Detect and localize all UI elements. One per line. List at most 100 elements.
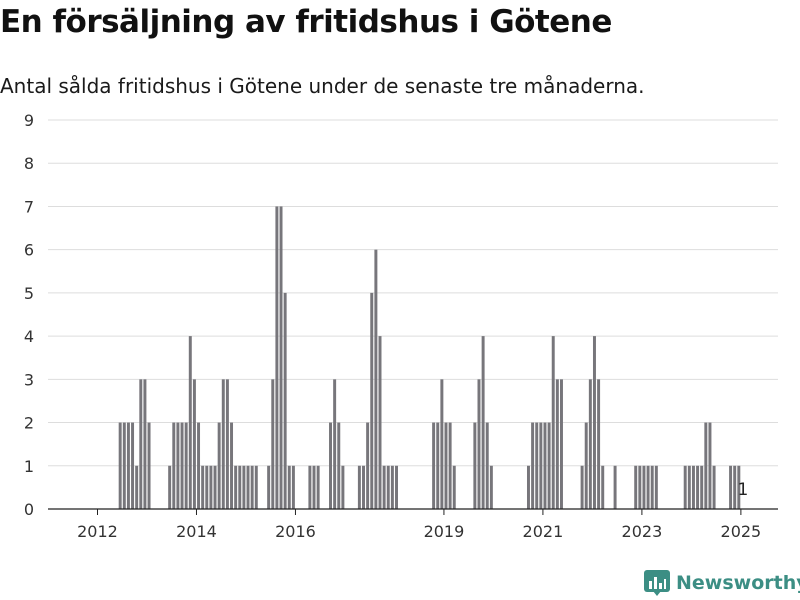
bar (440, 379, 444, 509)
bar (201, 465, 205, 509)
bar (230, 422, 234, 509)
y-tick-label: 1 (24, 457, 34, 476)
bar (601, 465, 605, 509)
bar (547, 422, 551, 509)
bar (250, 465, 254, 509)
bar (122, 422, 126, 509)
bar (213, 465, 217, 509)
bar (316, 465, 320, 509)
bar (118, 422, 122, 509)
bar (366, 422, 370, 509)
bar (650, 465, 654, 509)
bar (271, 379, 275, 509)
bar (638, 465, 642, 509)
bar (436, 422, 440, 509)
bar (192, 379, 196, 509)
bar (378, 336, 382, 509)
bars (118, 206, 741, 509)
bar (184, 422, 188, 509)
bar (642, 465, 646, 509)
x-tick-label: 2023 (622, 522, 663, 541)
bar (712, 465, 716, 509)
bar (176, 422, 180, 509)
bar (168, 465, 172, 509)
bar (559, 379, 563, 509)
bar (283, 292, 287, 509)
bar (382, 465, 386, 509)
annotations: 1 (738, 480, 749, 500)
brand-logo: Newsworthy (644, 570, 800, 596)
bar (131, 422, 135, 509)
bar (143, 379, 147, 509)
bar (543, 422, 547, 509)
bar (333, 379, 337, 509)
bar (221, 379, 225, 509)
bar (700, 465, 704, 509)
y-tick-label: 8 (24, 154, 34, 173)
bar (613, 465, 617, 509)
bar (588, 379, 592, 509)
bar (708, 422, 712, 509)
bar (147, 422, 151, 509)
brand-name: Newsworthy (676, 572, 800, 594)
bar (477, 379, 481, 509)
bar (432, 422, 436, 509)
bar (279, 206, 283, 509)
bar (485, 422, 489, 509)
bar (374, 249, 378, 509)
bar (654, 465, 658, 509)
y-tick-label: 9 (24, 111, 34, 130)
bar (597, 379, 601, 509)
bar (729, 465, 733, 509)
bar (535, 422, 539, 509)
bar (704, 422, 708, 509)
bar (180, 422, 184, 509)
gridlines (48, 119, 778, 467)
bar (209, 465, 213, 509)
bar (126, 422, 130, 509)
data-label: 1 (738, 480, 749, 500)
bar (291, 465, 295, 509)
bar (687, 465, 691, 509)
bar (287, 465, 291, 509)
bar (135, 465, 139, 509)
bar (634, 465, 638, 509)
bar (197, 422, 201, 509)
x-axis: 2012 2014 2016 2019 2021 2023 2025 (48, 508, 778, 541)
bar (217, 422, 221, 509)
bar (737, 465, 741, 509)
bar (242, 465, 246, 509)
bar (234, 465, 238, 509)
x-tick-label: 2014 (176, 522, 217, 541)
bar (683, 465, 687, 509)
bar (267, 465, 271, 509)
bar (646, 465, 650, 509)
bar-chart-logo-icon (644, 570, 670, 596)
bar (329, 422, 332, 509)
bar (733, 465, 737, 509)
bar (691, 465, 695, 509)
chart-subtitle: Antal sålda fritidshus i Götene under de… (0, 74, 645, 98)
bar (481, 336, 485, 509)
bar (312, 465, 316, 509)
bar (254, 465, 258, 509)
bar (337, 422, 341, 509)
bar (555, 379, 559, 509)
x-tick-label: 2019 (424, 522, 465, 541)
bar (696, 465, 700, 509)
bar (580, 465, 584, 509)
bar (390, 465, 394, 509)
bar (452, 465, 456, 509)
bar (370, 292, 374, 509)
bar (489, 465, 493, 509)
bar (386, 465, 390, 509)
y-tick-label: 6 (24, 241, 34, 260)
y-tick-label: 7 (24, 197, 34, 216)
bar (362, 465, 365, 509)
chart-title: En försäljning av fritidshus i Götene (0, 4, 612, 40)
x-tick-label: 2021 (523, 522, 564, 541)
y-tick-label: 3 (24, 370, 34, 389)
y-axis: 0 1 2 3 4 5 6 7 8 9 (24, 111, 34, 519)
x-tick-label: 2012 (77, 522, 118, 541)
